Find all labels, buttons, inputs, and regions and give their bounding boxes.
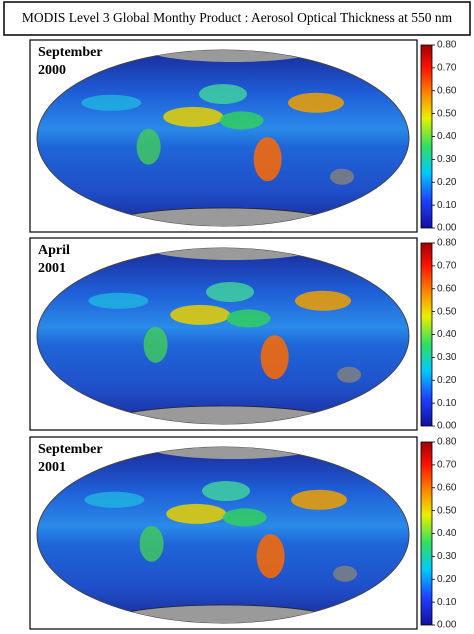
- colorbar-tick-label: 0.80: [437, 238, 457, 249]
- antarctica: [92, 405, 354, 424]
- aerosol-patch: [291, 489, 347, 510]
- aerosol-patch: [81, 94, 142, 111]
- colorbar-tick-label: 0.70: [437, 63, 457, 74]
- map-content: [88, 248, 362, 424]
- aerosol-patch: [88, 292, 149, 309]
- antarctica: [92, 207, 354, 226]
- colorbar-tick-label: 0.40: [437, 131, 457, 142]
- colorbar: [420, 242, 433, 427]
- map-globe: [36, 446, 410, 624]
- aerosol-patch: [260, 335, 289, 380]
- panel-label: September: [38, 45, 103, 60]
- panel-label: April: [38, 243, 70, 258]
- panel: September 2000 0.00 0.10 0.20 0.30 0.40 0.50 0.6…: [29, 39, 457, 234]
- colorbar-tick-label: 0.70: [437, 460, 457, 471]
- panel-label: September: [38, 442, 103, 457]
- colorbar-tick-label: 0.40: [437, 329, 457, 340]
- panel-label: 2001: [38, 460, 66, 475]
- colorbar-tick-label: 0.70: [437, 261, 457, 272]
- colorbar-tick-label: 0.60: [437, 482, 457, 493]
- arctic: [143, 447, 323, 459]
- colorbar-tick-label: 0.10: [437, 597, 457, 608]
- aerosol-patch: [333, 565, 358, 582]
- colorbar-tick-label: 0.30: [437, 352, 457, 363]
- aerosol-patch: [256, 534, 285, 579]
- colorbar-tick-label: 0.60: [437, 283, 457, 294]
- colorbar-tick-label: 0.10: [437, 200, 457, 211]
- colorbar-tick-label: 0.30: [437, 154, 457, 165]
- colorbar-tick-label: 0.20: [437, 574, 457, 585]
- aerosol-patch: [288, 92, 344, 113]
- aerosol-patch: [337, 366, 362, 383]
- panel-label: 2000: [38, 63, 66, 78]
- panel-label: 2001: [38, 261, 66, 276]
- aerosol-patch: [166, 503, 227, 524]
- colorbar-tick-label: 0.00: [437, 223, 457, 234]
- map-globe: [36, 49, 410, 227]
- colorbar-tick-label: 0.20: [437, 375, 457, 386]
- aerosol-patch: [199, 84, 247, 104]
- panel: September 2001 0.00 0.10 0.20 0.30 0.40 0.50 0.6…: [29, 436, 457, 631]
- colorbar-tick-label: 0.60: [437, 85, 457, 96]
- colorbar-tick-label: 0.80: [437, 40, 457, 51]
- aerosol-patch: [253, 137, 282, 182]
- colorbar-tick-label: 0.00: [437, 620, 457, 631]
- arctic: [143, 50, 323, 62]
- colorbar-tick-label: 0.80: [437, 437, 457, 448]
- colorbar-tick-label: 0.50: [437, 505, 457, 516]
- aerosol-patch: [84, 491, 145, 508]
- aerosol-patch: [226, 309, 271, 328]
- aerosol-patch: [143, 326, 168, 363]
- title-box: [3, 1, 471, 36]
- arctic: [143, 248, 323, 260]
- title: MODIS Level 3 Global Monthy Product : Ae…: [22, 10, 453, 25]
- aerosol-patch: [136, 128, 161, 165]
- aerosol-patch: [295, 290, 351, 311]
- colorbar-tick-label: 0.20: [437, 177, 457, 188]
- aerosol-patch: [206, 282, 254, 302]
- aerosol-patch: [202, 481, 250, 501]
- map-content: [84, 447, 358, 623]
- antarctica: [92, 604, 354, 623]
- map-globe: [36, 247, 410, 425]
- colorbar-tick-label: 0.50: [437, 306, 457, 317]
- aerosol-patch: [222, 508, 267, 527]
- colorbar-tick-label: 0.30: [437, 551, 457, 562]
- map-content: [81, 50, 355, 226]
- colorbar-tick-label: 0.00: [437, 421, 457, 432]
- aerosol-patch: [163, 106, 224, 127]
- aerosol-patch: [219, 111, 264, 130]
- colorbar: [420, 44, 433, 229]
- colorbar-tick-label: 0.50: [437, 108, 457, 119]
- aerosol-patch: [170, 304, 231, 325]
- aerosol-patch: [330, 168, 355, 185]
- panel: April 2001 0.00 0.10 0.20 0.30 0.40 0.50 0.60 0.7…: [29, 237, 457, 432]
- colorbar-tick-label: 0.40: [437, 528, 457, 539]
- colorbar: [420, 441, 433, 626]
- colorbar-tick-label: 0.10: [437, 398, 457, 409]
- aerosol-patch: [139, 525, 164, 562]
